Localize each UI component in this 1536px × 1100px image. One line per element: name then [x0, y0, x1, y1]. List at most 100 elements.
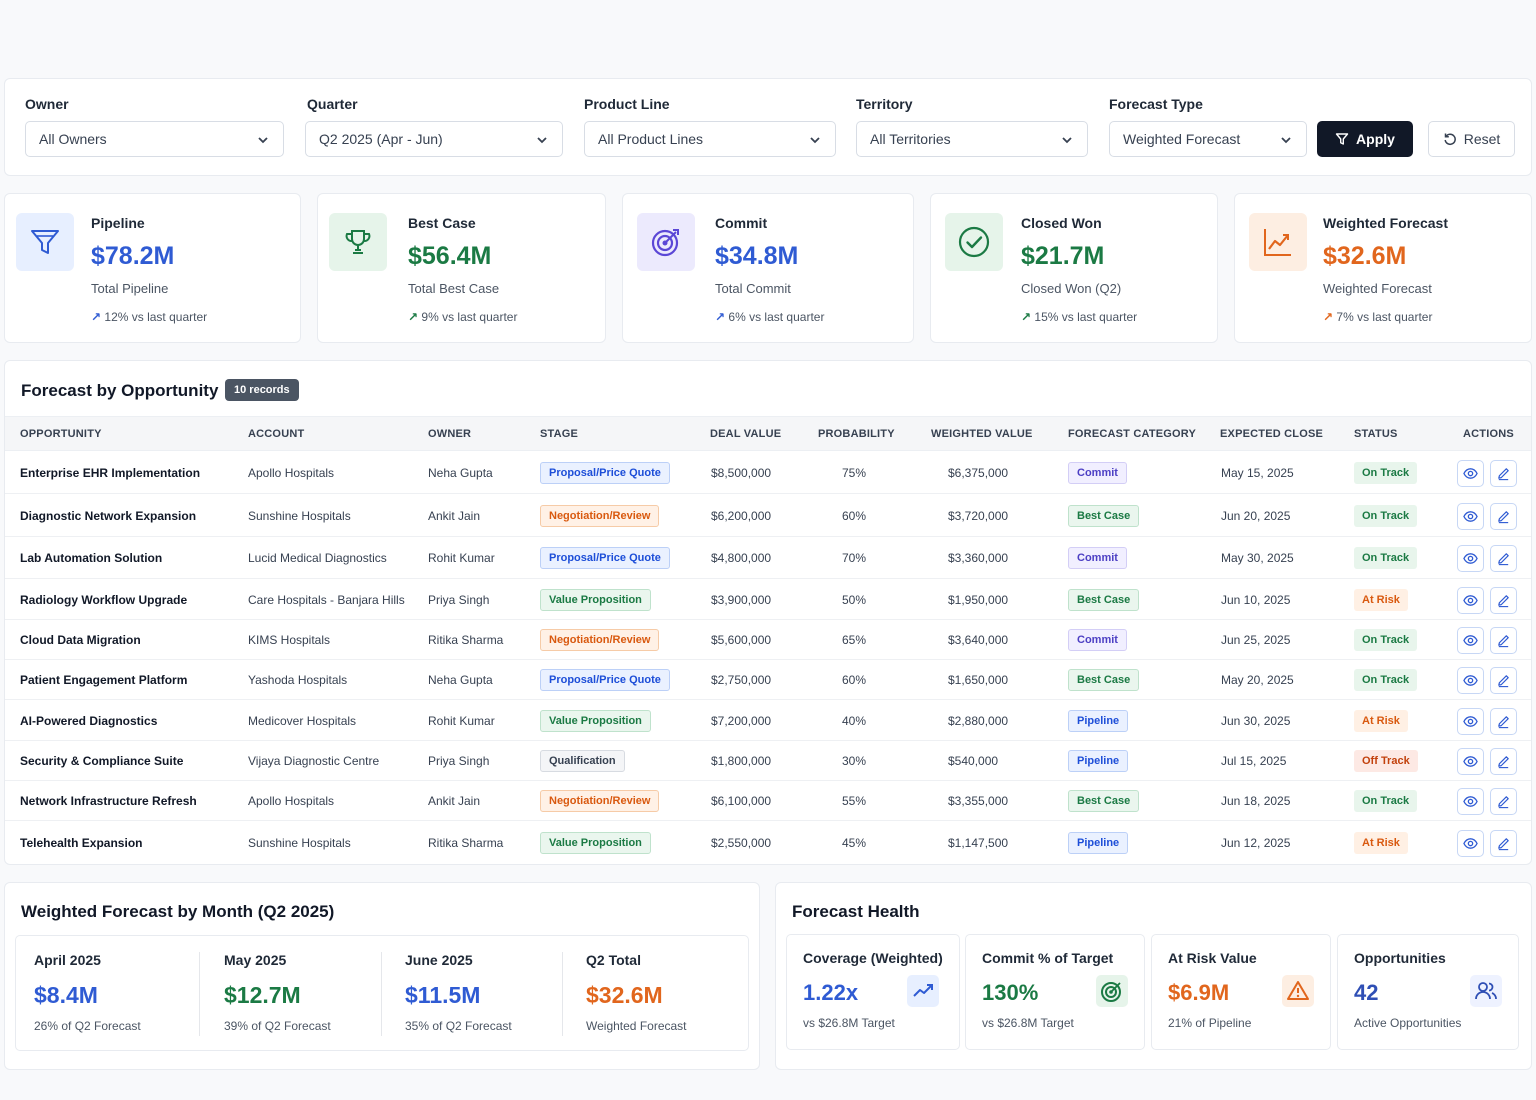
table-row[interactable]: AI-Powered Diagnostics Medicover Hospital… — [5, 700, 1531, 741]
kpi-value: $78.2M — [91, 242, 175, 270]
pencil-icon — [1498, 468, 1509, 481]
month-share: 39% of Q2 Forecast — [224, 1019, 331, 1033]
cell-opportunity[interactable]: Diagnostic Network Expansion — [20, 509, 197, 523]
territory-select[interactable]: All Territories — [856, 121, 1088, 157]
forecast-type-select[interactable]: Weighted Forecast — [1109, 121, 1307, 157]
col-opportunity[interactable]: OPPORTUNITY — [20, 428, 102, 440]
table-row[interactable]: Radiology Workflow Upgrade Care Hospitals… — [5, 579, 1531, 620]
view-button[interactable] — [1457, 503, 1484, 530]
view-button[interactable] — [1457, 587, 1484, 614]
eye-icon — [1463, 553, 1478, 564]
col-probability[interactable]: PROBABILITY — [818, 428, 895, 440]
category-badge: Commit — [1068, 462, 1127, 484]
table-row[interactable]: Telehealth Expansion Sunshine Hospitals Ri… — [5, 821, 1531, 865]
product-line-select-value: All Product Lines — [598, 131, 704, 147]
quarter-select[interactable]: Q2 2025 (Apr - Jun) — [305, 121, 563, 157]
funnel-icon — [16, 213, 74, 271]
eye-icon — [1463, 796, 1478, 807]
col-deal-value[interactable]: DEAL VALUE — [710, 428, 782, 440]
edit-button[interactable] — [1490, 748, 1517, 775]
owner-select[interactable]: All Owners — [25, 121, 284, 157]
edit-button[interactable] — [1490, 627, 1517, 654]
edit-button[interactable] — [1490, 667, 1517, 694]
cell-opportunity[interactable]: Lab Automation Solution — [20, 551, 163, 565]
eye-icon — [1463, 635, 1478, 646]
quarter-filter-label: Quarter — [307, 96, 358, 112]
cell-expected-close: Jun 25, 2025 — [1221, 633, 1291, 647]
cell-account: Medicover Hospitals — [248, 714, 357, 728]
cell-deal-value: $4,800,000 — [711, 551, 772, 565]
target-icon — [1096, 975, 1128, 1007]
view-button[interactable] — [1457, 460, 1484, 487]
view-button[interactable] — [1457, 788, 1484, 815]
cell-expected-close: May 30, 2025 — [1221, 551, 1294, 565]
table-row[interactable]: Diagnostic Network Expansion Sunshine Hos… — [5, 494, 1531, 537]
filter-bar: Owner All Owners Quarter Q2 2025 (Apr - … — [4, 78, 1532, 176]
col-weighted-value[interactable]: WEIGHTED VALUE — [931, 428, 1033, 440]
cell-opportunity[interactable]: Patient Engagement Platform — [20, 673, 188, 687]
col-status[interactable]: STATUS — [1354, 428, 1398, 440]
table-row[interactable]: Patient Engagement Platform Yashoda Hospi… — [5, 660, 1531, 700]
edit-button[interactable] — [1490, 788, 1517, 815]
pencil-icon — [1498, 511, 1509, 524]
stage-badge: Proposal/Price Quote — [540, 547, 670, 569]
edit-button[interactable] — [1490, 830, 1517, 857]
category-badge: Commit — [1068, 629, 1127, 651]
col-account[interactable]: ACCOUNT — [248, 428, 305, 440]
view-button[interactable] — [1457, 627, 1484, 654]
col-expected-close[interactable]: EXPECTED CLOSE — [1220, 428, 1324, 440]
monthly-title: Weighted Forecast by Month (Q2 2025) — [21, 902, 335, 921]
edit-button[interactable] — [1490, 545, 1517, 572]
month-value: $12.7M — [224, 982, 301, 1008]
apply-button[interactable]: Apply — [1317, 121, 1413, 157]
check-circle-icon — [945, 213, 1003, 271]
month-share: 35% of Q2 Forecast — [405, 1019, 512, 1033]
cell-opportunity[interactable]: Radiology Workflow Upgrade — [20, 593, 188, 607]
cell-opportunity[interactable]: Security & Compliance Suite — [20, 754, 184, 768]
table-row[interactable]: Lab Automation Solution Lucid Medical Dia… — [5, 537, 1531, 579]
kpi-title: Closed Won — [1021, 215, 1102, 231]
edit-button[interactable] — [1490, 460, 1517, 487]
cell-opportunity[interactable]: Telehealth Expansion — [20, 836, 143, 850]
health-value: 130% — [982, 980, 1039, 1005]
arrow-up-right-icon: ↗ — [91, 310, 102, 324]
cell-account: Lucid Medical Diagnostics — [248, 551, 387, 565]
divider — [381, 952, 382, 1036]
product-line-filter-label: Product Line — [584, 96, 670, 112]
view-button[interactable] — [1457, 667, 1484, 694]
monthly-forecast-panel: Weighted Forecast by Month (Q2 2025) Apr… — [4, 882, 760, 1070]
stage-badge: Negotiation/Review — [540, 505, 660, 527]
cell-opportunity[interactable]: Cloud Data Migration — [20, 633, 141, 647]
edit-button[interactable] — [1490, 708, 1517, 735]
cell-opportunity[interactable]: Enterprise EHR Implementation — [20, 466, 201, 480]
cell-expected-close: May 20, 2025 — [1221, 673, 1294, 687]
table-row[interactable]: Security & Compliance Suite Vijaya Diagno… — [5, 741, 1531, 781]
col-forecast-category[interactable]: FORECAST CATEGORY — [1068, 428, 1197, 440]
cell-expected-close: Jul 15, 2025 — [1221, 754, 1287, 768]
product-line-select[interactable]: All Product Lines — [584, 121, 836, 157]
pencil-icon — [1498, 675, 1509, 688]
view-button[interactable] — [1457, 545, 1484, 572]
cell-probability: 60% — [842, 673, 867, 687]
cell-deal-value: $7,200,000 — [711, 714, 772, 728]
view-button[interactable] — [1457, 708, 1484, 735]
cell-owner: Rohit Kumar — [428, 551, 495, 565]
cell-weighted-value: $3,720,000 — [948, 509, 1009, 523]
category-badge: Commit — [1068, 547, 1127, 569]
category-badge: Best Case — [1068, 669, 1140, 691]
cell-weighted-value: $3,360,000 — [948, 551, 1009, 565]
forecast-type-filter-label: Forecast Type — [1109, 96, 1203, 112]
cell-opportunity[interactable]: AI-Powered Diagnostics — [20, 714, 158, 728]
view-button[interactable] — [1457, 748, 1484, 775]
edit-button[interactable] — [1490, 587, 1517, 614]
col-owner[interactable]: OWNER — [428, 428, 472, 440]
cell-opportunity[interactable]: Network Infrastructure Refresh — [20, 794, 197, 808]
quarter-select-value: Q2 2025 (Apr - Jun) — [319, 131, 443, 147]
reset-button[interactable]: Reset — [1428, 121, 1515, 157]
view-button[interactable] — [1457, 830, 1484, 857]
table-row[interactable]: Enterprise EHR Implementation Apollo Hosp… — [5, 452, 1531, 494]
col-stage[interactable]: STAGE — [540, 428, 579, 440]
edit-button[interactable] — [1490, 503, 1517, 530]
table-row[interactable]: Cloud Data Migration KIMS Hospitals Ritika… — [5, 620, 1531, 660]
table-row[interactable]: Network Infrastructure Refresh Apollo Hos… — [5, 781, 1531, 821]
